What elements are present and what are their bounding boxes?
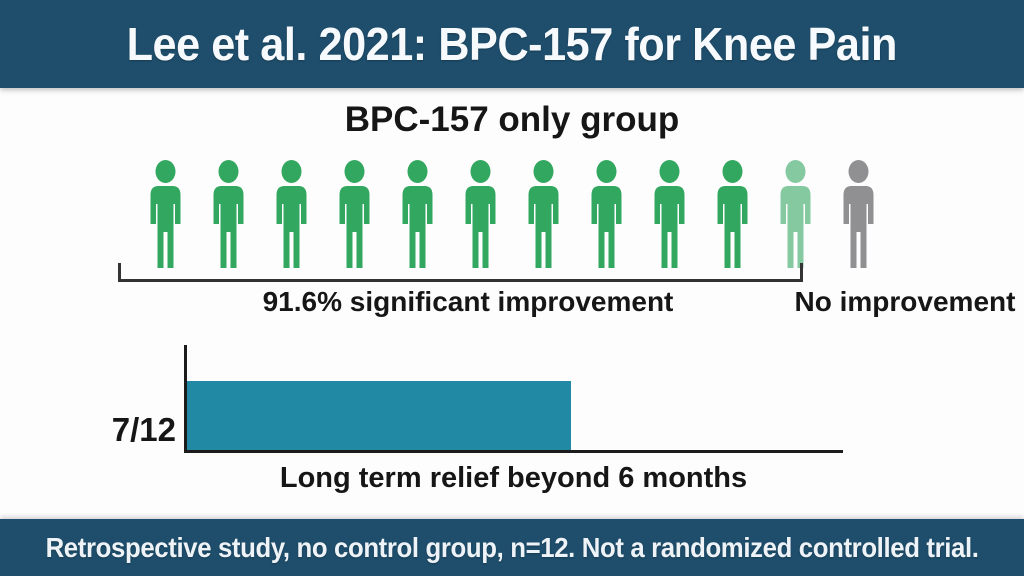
pictograph-title: BPC-157 only group — [344, 100, 680, 139]
footer-banner: Retrospective study, no control group, n… — [0, 519, 1024, 576]
person-icon-improved — [458, 160, 503, 268]
person-icon-improved — [332, 160, 377, 268]
relief-bar — [187, 381, 571, 450]
person-icon-improved — [143, 160, 188, 268]
person-icon-improved — [584, 160, 629, 268]
person-icon-improved — [269, 160, 314, 268]
y-axis — [184, 345, 187, 453]
person-icon-fading — [773, 160, 818, 268]
person-icon-improved — [206, 160, 251, 268]
footer-note: Retrospective study, no control group, n… — [45, 531, 979, 563]
pictograph-row — [0, 160, 1024, 268]
person-icon-improved — [710, 160, 755, 268]
no-improvement-label: No improvement — [794, 286, 1016, 317]
person-icon-improved — [647, 160, 692, 268]
person-icon-none — [836, 160, 881, 268]
title-banner: Lee et al. 2021: BPC-157 for Knee Pain — [0, 0, 1024, 88]
bar-value-label: 7/12 — [111, 411, 176, 448]
person-icon-improved — [395, 160, 440, 268]
bar-chart-caption: Long term relief beyond 6 months — [279, 462, 748, 494]
slide-title: Lee et al. 2021: BPC-157 for Knee Pain — [126, 18, 898, 70]
x-axis — [184, 450, 843, 453]
improved-label: 91.6% significant improvement — [262, 286, 674, 317]
person-icon-improved — [521, 160, 566, 268]
improvement-bracket — [118, 263, 803, 282]
